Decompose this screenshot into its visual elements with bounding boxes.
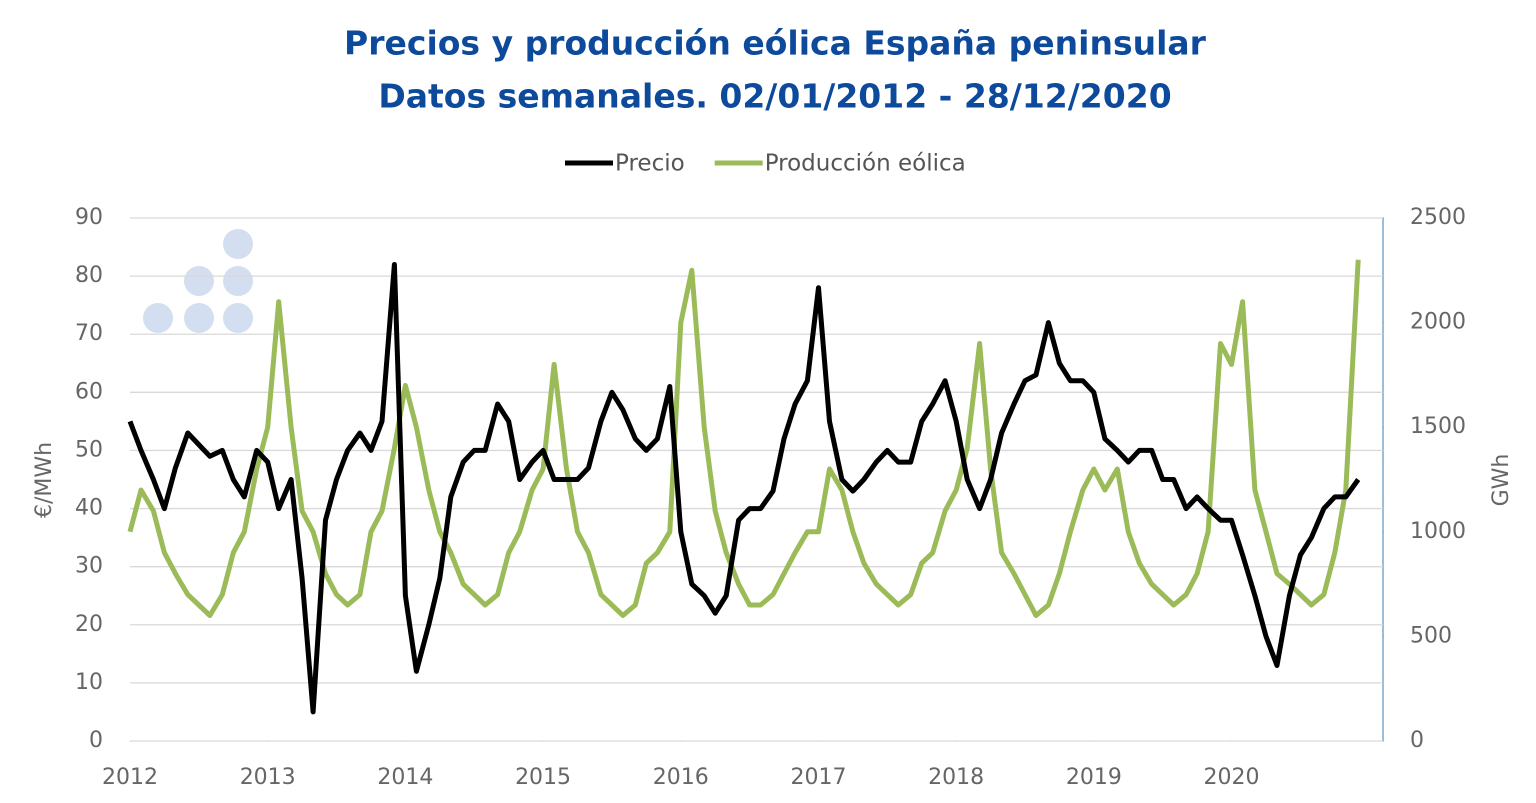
y2-tick-label: 1500	[1410, 414, 1466, 439]
y2-tick-label: 500	[1410, 623, 1452, 648]
y-axis-label: €/MWh	[32, 442, 57, 518]
legend-label: Precio	[615, 151, 685, 177]
x-tick-label: 2020	[1204, 765, 1260, 790]
x-tick-label: 2019	[1066, 765, 1122, 790]
series-line	[127, 259, 1361, 618]
x-tick-label: 2017	[790, 765, 846, 790]
y2-axis-label: GWh	[1489, 454, 1514, 507]
x-tick-label: 2013	[240, 765, 296, 790]
y-tick-label: 20	[75, 612, 103, 637]
y-tick-label: 70	[75, 321, 103, 346]
x-tick-label: 2018	[928, 765, 984, 790]
y-tick-label: 80	[75, 263, 103, 288]
chart-title: Precios y producción eólica España penin…	[344, 24, 1207, 63]
y-tick-label: 0	[89, 728, 103, 753]
x-tick-label: 2012	[102, 765, 158, 790]
chart-subtitle: Datos semanales. 02/01/2012 - 28/12/2020	[378, 77, 1171, 116]
series-line	[127, 262, 1361, 715]
legend-label: Producción eólica	[765, 151, 966, 177]
y-tick-label: 90	[75, 205, 103, 230]
y2-tick-label: 1000	[1410, 519, 1466, 544]
y-tick-label: 40	[75, 496, 103, 521]
x-tick-label: 2014	[377, 765, 433, 790]
y-tick-label: 30	[75, 554, 103, 579]
y-tick-label: 60	[75, 379, 103, 404]
x-tick-label: 2015	[515, 765, 571, 790]
y2-tick-label: 0	[1410, 728, 1424, 753]
logo	[143, 229, 253, 333]
x-tick-label: 2016	[653, 765, 709, 790]
y2-tick-label: 2500	[1410, 205, 1466, 230]
y-tick-label: 10	[75, 670, 103, 695]
y2-tick-label: 2000	[1410, 310, 1466, 335]
y-tick-label: 50	[75, 437, 103, 462]
